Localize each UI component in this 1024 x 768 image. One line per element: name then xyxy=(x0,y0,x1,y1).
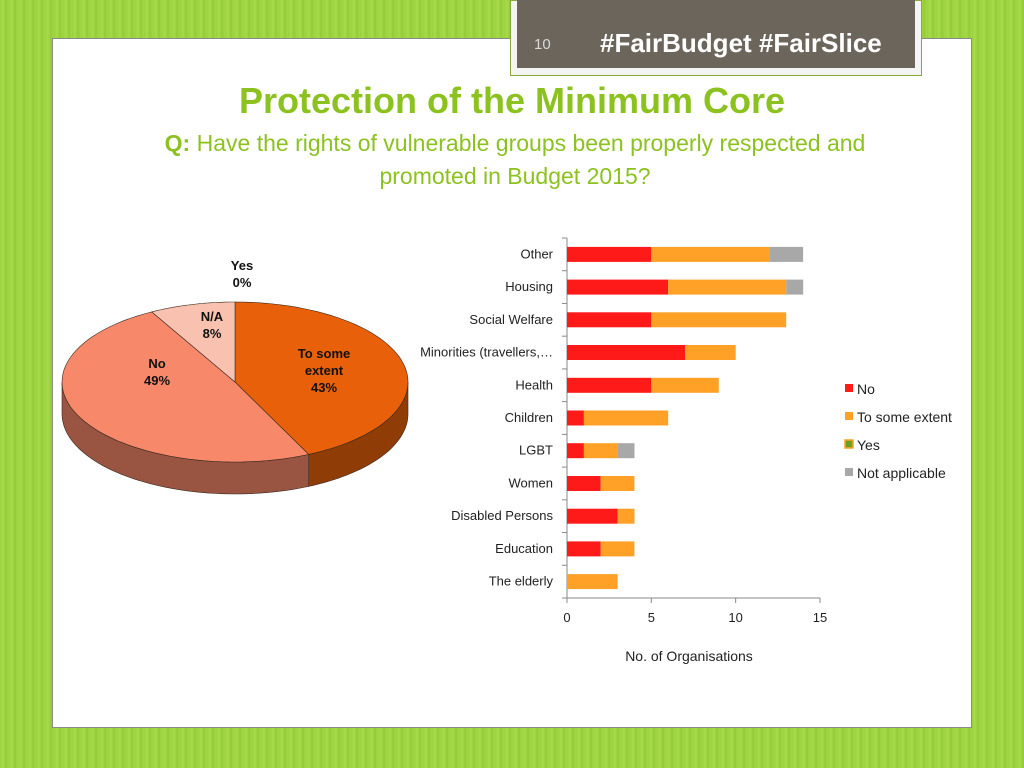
category-label: Other xyxy=(520,246,553,261)
legend-swatch-to-some-extent xyxy=(845,412,853,420)
category-label: Health xyxy=(515,377,553,392)
x-axis-title: No. of Organisations xyxy=(625,648,753,664)
legend-label-to-some-extent: To some extent xyxy=(857,409,952,425)
bar-no xyxy=(567,508,618,524)
x-tick-label: 5 xyxy=(648,610,655,625)
bar-not-applicable xyxy=(617,443,635,459)
bar-no xyxy=(567,279,669,295)
pie-label-no: No 49% xyxy=(144,356,170,388)
bar-to-some-extent xyxy=(600,476,635,491)
category-label: The elderly xyxy=(489,574,554,589)
legend-swatch-not-applicable xyxy=(845,468,853,476)
category-label: Disabled Persons xyxy=(451,508,553,523)
bar-to-some-extent xyxy=(583,410,669,426)
bar-to-some-extent xyxy=(617,508,635,524)
x-tick-label: 10 xyxy=(728,610,742,625)
legend-label-not-applicable: Not applicable xyxy=(857,465,946,481)
bar-to-some-extent xyxy=(583,443,618,459)
pie-label-n-a: N/A 8% xyxy=(201,309,224,341)
question: Q: Have the rights of vulnerable groups … xyxy=(150,127,880,193)
question-text: Have the rights of vulnerable groups bee… xyxy=(196,130,866,189)
category-label: Education xyxy=(495,541,553,556)
legend-swatch-no xyxy=(845,384,853,392)
legend-label-yes: Yes xyxy=(857,437,880,453)
bar-no xyxy=(567,443,584,459)
header-bar xyxy=(517,0,915,68)
slide-number: 10 xyxy=(534,36,551,53)
bar-to-some-extent xyxy=(651,377,719,393)
bar-to-some-extent xyxy=(651,246,770,262)
x-tick-label: 0 xyxy=(563,610,570,625)
category-label: Minorities (travellers,… xyxy=(420,345,553,360)
bar-to-some-extent xyxy=(600,541,635,557)
pie-label-yes: Yes 0% xyxy=(231,258,253,290)
category-label: Children xyxy=(505,410,553,425)
bar-not-applicable xyxy=(786,279,804,295)
bar-no xyxy=(567,476,601,491)
bar-to-some-extent xyxy=(668,279,787,295)
category-label: Women xyxy=(508,475,553,490)
legend-swatch-yes xyxy=(844,439,854,449)
pie-label-to-some-extent: To some extent 43% xyxy=(298,346,351,395)
bar-to-some-extent xyxy=(651,312,787,328)
bar-to-some-extent xyxy=(567,574,618,590)
bar-not-applicable xyxy=(769,246,804,262)
bar-to-some-extent xyxy=(685,345,736,360)
bar-no xyxy=(567,345,686,360)
bar-no xyxy=(567,312,652,328)
category-label: Social Welfare xyxy=(469,312,553,327)
bar-no xyxy=(567,410,584,426)
bar-no xyxy=(567,246,652,262)
pie-slice-to-some-extent xyxy=(234,301,409,455)
page-title: Protection of the Minimum Core xyxy=(238,80,785,121)
hashtags: #FairBudget #FairSlice xyxy=(600,28,882,58)
pie-slice-no xyxy=(61,311,310,463)
legend-label-no: No xyxy=(857,381,875,397)
bar-no xyxy=(567,541,601,557)
x-tick-label: 15 xyxy=(813,610,827,625)
bar-no xyxy=(567,377,652,393)
category-label: Housing xyxy=(505,279,553,294)
question-prefix: Q: xyxy=(164,130,191,156)
pie-slice-n-a xyxy=(151,301,236,383)
category-label: LGBT xyxy=(519,443,553,458)
